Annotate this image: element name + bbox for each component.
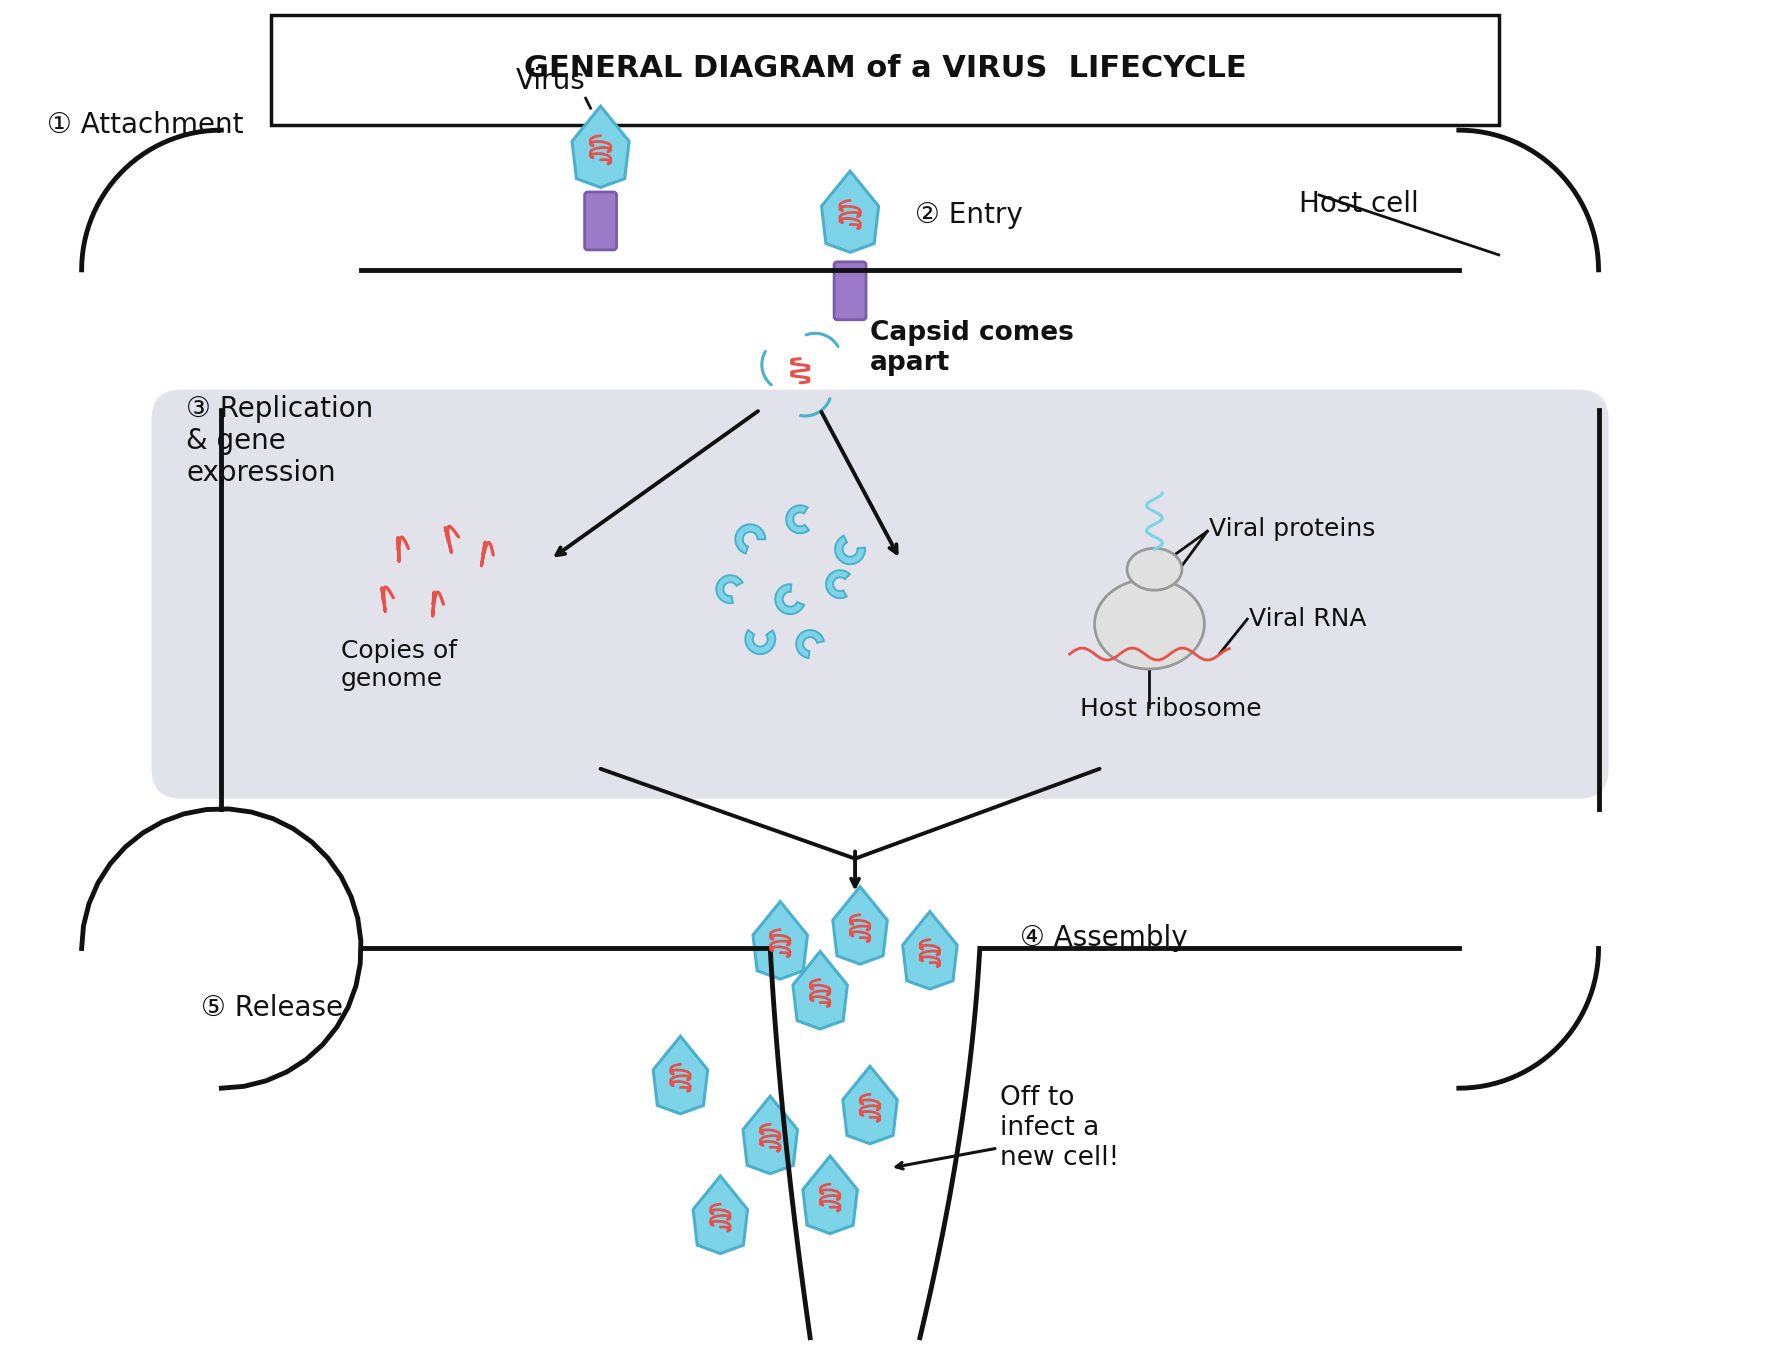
Polygon shape [775,585,805,615]
Polygon shape [716,575,743,604]
Polygon shape [833,887,888,964]
Polygon shape [743,1097,798,1173]
Text: Virus: Virus [517,67,586,96]
FancyBboxPatch shape [271,15,1498,125]
Text: ② Entry: ② Entry [915,201,1022,229]
Polygon shape [803,1155,858,1233]
Text: Host cell: Host cell [1298,190,1419,218]
Polygon shape [754,902,807,979]
Text: Viral RNA: Viral RNA [1249,606,1367,631]
Polygon shape [693,1176,748,1254]
Text: Copies of
genome: Copies of genome [341,639,456,691]
Text: ⑤ Release: ⑤ Release [202,994,343,1023]
Polygon shape [653,1036,708,1114]
Text: Viral proteins: Viral proteins [1210,517,1376,541]
Text: Off to
infect a
new cell!: Off to infect a new cell! [999,1086,1120,1170]
Text: ④ Assembly: ④ Assembly [1019,924,1187,953]
Text: Host ribosome: Host ribosome [1079,697,1261,721]
Polygon shape [793,951,847,1029]
Text: ③ Replication
& gene
expression: ③ Replication & gene expression [186,394,373,487]
Polygon shape [745,630,775,654]
Polygon shape [826,571,849,598]
Polygon shape [842,1066,897,1143]
Polygon shape [785,505,808,534]
Polygon shape [835,535,865,564]
Ellipse shape [1127,548,1182,590]
FancyBboxPatch shape [152,390,1608,798]
Polygon shape [736,524,766,553]
Text: GENERAL DIAGRAM of a VIRUS  LIFECYCLE: GENERAL DIAGRAM of a VIRUS LIFECYCLE [524,53,1247,82]
Text: Capsid comes
apart: Capsid comes apart [870,320,1074,375]
Text: ① Attachment: ① Attachment [46,111,242,140]
Polygon shape [821,171,879,252]
FancyBboxPatch shape [584,192,617,251]
Polygon shape [571,107,630,188]
Polygon shape [902,912,957,988]
FancyBboxPatch shape [835,261,867,320]
Ellipse shape [1095,579,1205,669]
Polygon shape [796,630,824,658]
